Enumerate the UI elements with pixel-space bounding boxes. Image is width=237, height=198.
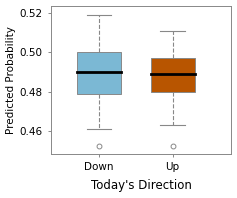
Y-axis label: Predicted Probability: Predicted Probability xyxy=(5,26,16,134)
FancyBboxPatch shape xyxy=(150,58,195,92)
FancyBboxPatch shape xyxy=(77,52,121,93)
X-axis label: Today's Direction: Today's Direction xyxy=(91,179,192,192)
